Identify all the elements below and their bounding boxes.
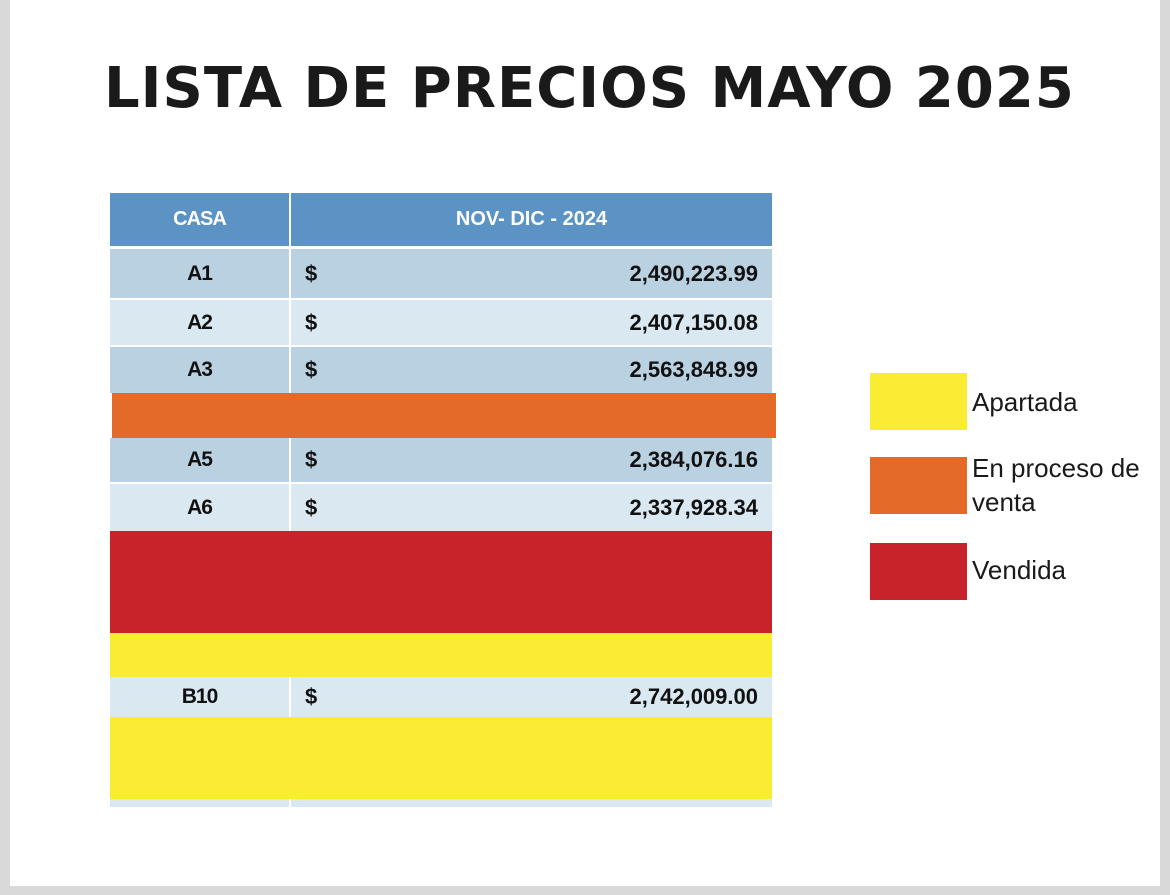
currency-symbol: $ bbox=[305, 494, 318, 520]
price-table: CASA NOV- DIC - 2024 A1 $ 2,490,223.99 A… bbox=[110, 193, 776, 807]
table-row: A6 $ 2,337,928.34 bbox=[110, 484, 772, 531]
status-band-vendida bbox=[110, 531, 772, 633]
casa-cell: B10 bbox=[110, 677, 291, 717]
table-row: A2 $ 2,407,150.08 bbox=[110, 300, 772, 347]
table-row: A1 $ 2,490,223.99 bbox=[110, 249, 772, 300]
price-value: 2,490,223.99 bbox=[629, 260, 758, 286]
table-bottom-row bbox=[110, 799, 772, 807]
casa-cell: A5 bbox=[110, 438, 291, 482]
status-band-en-proceso bbox=[112, 393, 776, 438]
casa-cell: A3 bbox=[110, 347, 291, 393]
legend-label: Vendida bbox=[972, 555, 1066, 585]
price-value: 2,337,928.34 bbox=[629, 494, 758, 520]
legend-swatch bbox=[870, 457, 967, 514]
table-header: CASA NOV- DIC - 2024 bbox=[110, 193, 772, 249]
table-row: A5 $ 2,384,076.16 bbox=[110, 438, 772, 484]
currency-symbol: $ bbox=[305, 260, 318, 286]
legend-label: En proceso de venta bbox=[972, 453, 1140, 517]
currency-symbol: $ bbox=[305, 447, 318, 472]
status-band-apartada bbox=[110, 717, 772, 799]
casa-cell: A2 bbox=[110, 300, 291, 345]
table-row: A3 $ 2,563,848.99 bbox=[110, 347, 772, 393]
currency-symbol: $ bbox=[305, 357, 318, 382]
header-casa: CASA bbox=[110, 193, 291, 246]
casa-cell: A6 bbox=[110, 484, 291, 531]
price-value: 2,407,150.08 bbox=[629, 309, 758, 335]
legend-swatch bbox=[870, 373, 967, 430]
legend-label: Apartada bbox=[972, 387, 1078, 417]
casa-cell: A1 bbox=[110, 249, 291, 298]
currency-symbol: $ bbox=[305, 684, 318, 709]
document-page: LISTA DE PRECIOS MAYO 2025 CASA NOV- DIC… bbox=[10, 0, 1160, 886]
price-value: 2,384,076.16 bbox=[629, 447, 758, 472]
legend-swatch bbox=[870, 543, 967, 600]
table-row: B10 $ 2,742,009.00 bbox=[110, 677, 772, 717]
price-value: 2,563,848.99 bbox=[629, 357, 758, 382]
status-band-apartada bbox=[110, 633, 772, 677]
price-value: 2,742,009.00 bbox=[629, 684, 758, 709]
page-title: LISTA DE PRECIOS MAYO 2025 bbox=[104, 56, 1075, 121]
currency-symbol: $ bbox=[305, 309, 318, 335]
header-precio: NOV- DIC - 2024 bbox=[455, 208, 608, 230]
